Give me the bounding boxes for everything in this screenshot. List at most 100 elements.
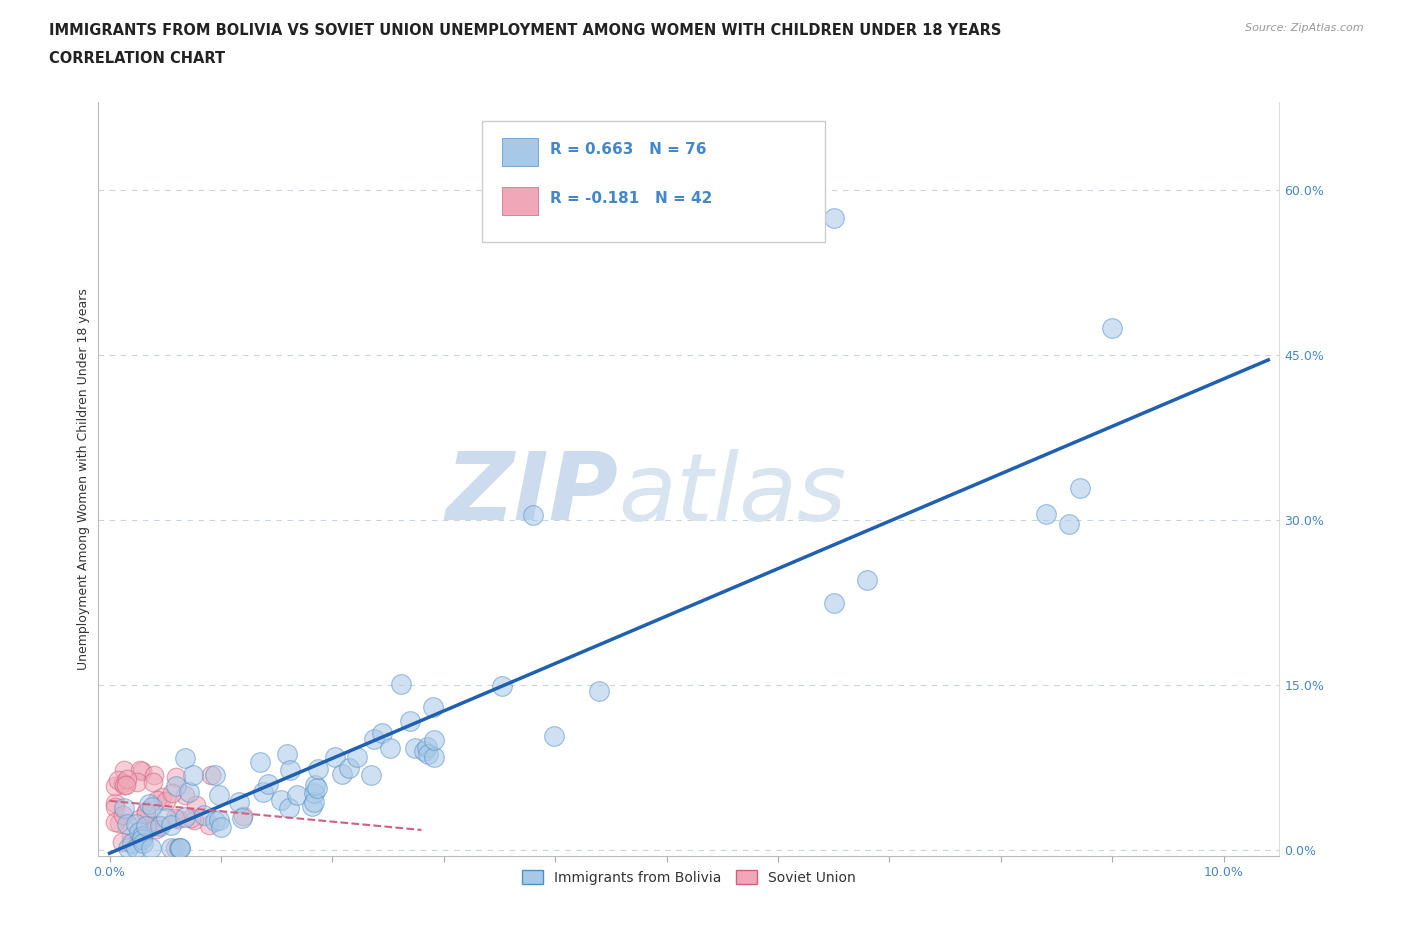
Point <box>120 829 142 844</box>
Point <box>543 728 565 743</box>
Point <box>174 751 197 765</box>
Point <box>117 841 139 856</box>
Point <box>856 572 879 587</box>
Bar <box>502 138 537 166</box>
Point <box>339 761 361 776</box>
Point <box>115 777 138 792</box>
Point <box>208 812 231 827</box>
Point <box>307 762 329 777</box>
Point <box>165 841 187 856</box>
Point <box>209 819 232 834</box>
Point <box>305 780 328 795</box>
Point <box>111 776 134 790</box>
Point <box>208 788 231 803</box>
Point <box>323 750 346 764</box>
Point <box>330 766 353 781</box>
Point <box>588 684 610 698</box>
Point <box>232 809 254 824</box>
Point <box>139 841 162 856</box>
Point <box>125 841 148 856</box>
Text: Source: ZipAtlas.com: Source: ZipAtlas.com <box>1246 23 1364 33</box>
Point <box>302 794 325 809</box>
Text: CORRELATION CHART: CORRELATION CHART <box>49 51 225 66</box>
Point <box>277 801 299 816</box>
Point <box>169 841 191 856</box>
Point <box>128 763 150 777</box>
Point <box>398 713 420 728</box>
Point <box>135 804 157 818</box>
Point <box>389 676 412 691</box>
Point <box>142 775 165 790</box>
Point <box>104 799 127 814</box>
Point <box>270 792 292 807</box>
Point <box>127 775 149 790</box>
Y-axis label: Unemployment Among Women with Children Under 18 years: Unemployment Among Women with Children U… <box>77 288 90 670</box>
Point <box>131 764 153 778</box>
Point <box>149 819 172 834</box>
Point <box>155 811 177 826</box>
Point <box>143 767 166 782</box>
Point <box>112 801 135 816</box>
Point <box>179 784 201 799</box>
Point <box>204 814 226 829</box>
Text: ZIP: ZIP <box>446 448 619 540</box>
Point <box>363 732 385 747</box>
Point <box>174 809 197 824</box>
Point <box>522 507 544 522</box>
Point <box>145 821 167 836</box>
Point <box>301 799 323 814</box>
Point <box>276 747 298 762</box>
Point <box>112 808 135 823</box>
Point <box>174 788 197 803</box>
Point <box>193 807 215 822</box>
Point <box>165 769 187 784</box>
Point <box>121 835 143 850</box>
Point <box>180 810 202 825</box>
Point <box>1059 517 1081 532</box>
Point <box>422 700 444 715</box>
Point <box>160 786 183 801</box>
Point <box>112 777 135 792</box>
Point <box>423 750 446 764</box>
Point <box>491 678 513 693</box>
Point <box>169 841 191 856</box>
Point <box>302 786 325 801</box>
Point <box>141 800 163 815</box>
Point <box>360 767 382 782</box>
Point <box>149 817 172 832</box>
Point <box>416 747 439 762</box>
Point <box>165 810 187 825</box>
Point <box>138 796 160 811</box>
Point <box>128 812 150 827</box>
Point <box>423 733 446 748</box>
Point <box>204 768 226 783</box>
Point <box>416 739 439 754</box>
Point <box>160 841 183 856</box>
Text: R = -0.181   N = 42: R = -0.181 N = 42 <box>550 192 711 206</box>
Point <box>231 810 253 825</box>
Point <box>257 777 280 791</box>
Point <box>138 820 160 835</box>
Point <box>135 818 157 833</box>
Point <box>1035 507 1057 522</box>
Point <box>304 777 326 792</box>
Point <box>146 793 169 808</box>
Point <box>278 762 301 777</box>
Point <box>129 829 152 844</box>
Point <box>378 740 401 755</box>
Point <box>1069 480 1091 495</box>
Point <box>150 790 173 804</box>
Point <box>413 744 436 759</box>
Point <box>107 773 129 788</box>
Point <box>160 817 183 832</box>
FancyBboxPatch shape <box>482 121 825 242</box>
Point <box>131 831 153 846</box>
Point <box>131 832 153 847</box>
Point <box>131 829 153 844</box>
Point <box>252 784 274 799</box>
Point <box>183 813 205 828</box>
Point <box>285 788 308 803</box>
Point <box>823 596 845 611</box>
Point <box>371 725 394 740</box>
Point <box>135 805 157 820</box>
